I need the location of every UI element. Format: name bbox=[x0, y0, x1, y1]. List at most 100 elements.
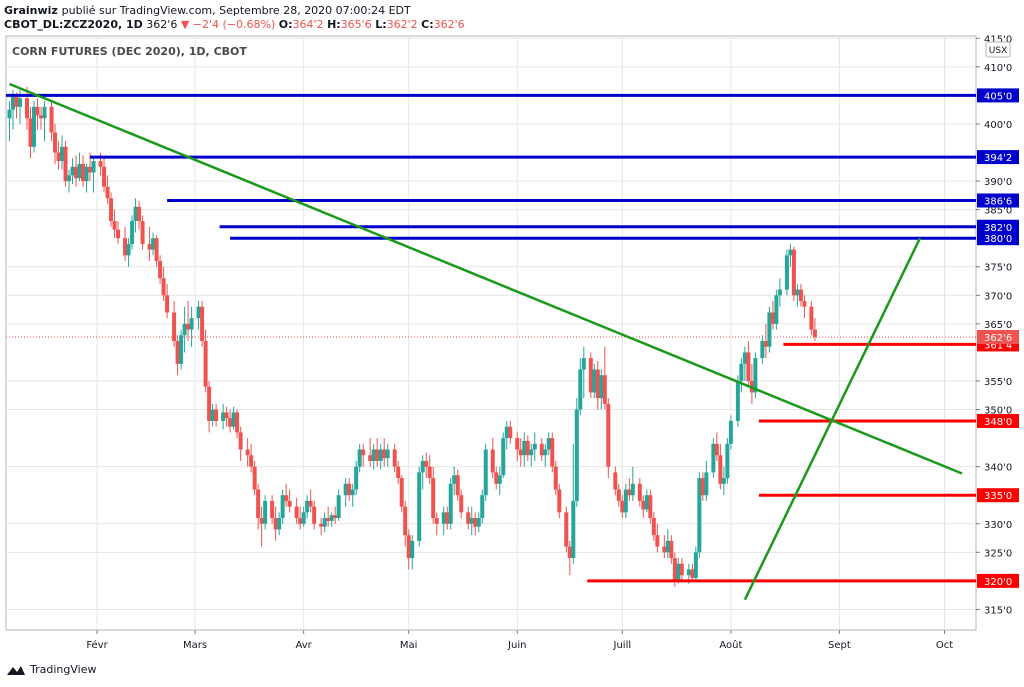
tradingview-brand: TradingView bbox=[30, 663, 97, 676]
candle-down bbox=[28, 118, 33, 147]
candle-down bbox=[165, 295, 170, 313]
candle-down bbox=[98, 161, 103, 167]
ohlc-legend: CBOT_DL:ZCZ2020, 1D 362'6 ▼ −2'4 (−0.68%… bbox=[4, 18, 465, 31]
candle-up bbox=[196, 306, 201, 319]
candle-down bbox=[791, 249, 796, 296]
candle-up bbox=[469, 518, 474, 524]
trend-line bbox=[9, 82, 963, 475]
candle-down bbox=[116, 229, 121, 239]
candle-down bbox=[161, 278, 166, 296]
resistance-label: 382'0 bbox=[984, 223, 1012, 234]
candle-down bbox=[112, 221, 117, 230]
resistance-label-bg bbox=[977, 193, 1019, 208]
candle-down bbox=[606, 403, 611, 467]
y-tick-label: 350'0 bbox=[984, 406, 1012, 417]
candle-down bbox=[613, 472, 618, 490]
candle-down bbox=[812, 329, 817, 337]
candle-down bbox=[459, 495, 464, 513]
candle-down bbox=[557, 489, 562, 513]
x-tick-label: Juin bbox=[507, 640, 526, 651]
candle-down bbox=[396, 466, 401, 479]
candle-up bbox=[774, 295, 779, 324]
publisher-line: Grainwiz publié sur TradingView.com, Sep… bbox=[4, 4, 411, 17]
support-label-bg bbox=[977, 573, 1019, 588]
candle-up bbox=[711, 443, 716, 473]
last-price-label: 362'6 bbox=[984, 333, 1012, 344]
candle-down bbox=[473, 518, 478, 527]
candle-down bbox=[490, 449, 495, 473]
candle-up bbox=[686, 569, 691, 576]
candle-down bbox=[154, 238, 159, 262]
candle-down bbox=[553, 466, 558, 490]
candle-up bbox=[592, 369, 597, 393]
candle-down bbox=[406, 535, 411, 559]
candle-up bbox=[182, 323, 187, 336]
candle-up bbox=[728, 420, 733, 444]
candle-down bbox=[802, 301, 807, 307]
candle-down bbox=[431, 478, 436, 519]
candle-down bbox=[403, 506, 408, 536]
resistance-label-bg bbox=[977, 219, 1019, 234]
chart-title: CORN FUTURES (DEC 2020), 1D, CBOT bbox=[12, 45, 247, 58]
candle-up bbox=[305, 500, 310, 513]
y-tick-label: 365'0 bbox=[984, 320, 1012, 331]
candle-down bbox=[798, 289, 803, 302]
candle-up bbox=[77, 163, 82, 179]
candle-down bbox=[602, 375, 607, 404]
open-label: O: bbox=[278, 18, 293, 31]
support-label: 348'0 bbox=[984, 417, 1012, 428]
candle-down bbox=[427, 466, 432, 479]
candle-up bbox=[581, 358, 586, 370]
candle-up bbox=[221, 412, 226, 421]
candle-up bbox=[329, 515, 334, 521]
candle-up bbox=[277, 518, 282, 530]
change-down-icon: ▼ bbox=[180, 18, 190, 31]
candle-down bbox=[588, 358, 593, 393]
candle-down bbox=[455, 475, 460, 496]
candle-up bbox=[263, 500, 268, 524]
resistance-label-bg bbox=[977, 150, 1019, 165]
candle-down bbox=[249, 455, 254, 467]
candle-down bbox=[137, 206, 142, 222]
candle-up bbox=[448, 483, 453, 524]
candle-down bbox=[252, 466, 257, 490]
candle-up bbox=[410, 540, 415, 559]
candle-down bbox=[14, 95, 19, 107]
candle-down bbox=[718, 455, 723, 484]
candle-down bbox=[256, 489, 261, 519]
candle-down bbox=[207, 386, 212, 421]
x-tick-label: Sept bbox=[828, 640, 851, 651]
tradingview-logo[interactable]: TradingView bbox=[6, 663, 96, 676]
candle-up bbox=[126, 243, 131, 256]
candle-up bbox=[697, 478, 702, 553]
resistance-label: 386'6 bbox=[984, 196, 1012, 207]
publisher-name[interactable]: Grainwiz bbox=[4, 4, 58, 17]
candle-down bbox=[690, 569, 695, 579]
resistance-label: 394'2 bbox=[984, 153, 1012, 164]
candle-down bbox=[550, 438, 555, 467]
candle-down bbox=[770, 312, 775, 324]
candle-down bbox=[620, 500, 625, 513]
open-value: 364'2 bbox=[292, 18, 324, 31]
candle-up bbox=[480, 495, 485, 519]
candle-down bbox=[235, 412, 240, 433]
candle-up bbox=[795, 289, 800, 296]
candle-up bbox=[476, 518, 481, 527]
y-tick-label: 415'0 bbox=[984, 34, 1012, 45]
candle-up bbox=[777, 289, 782, 296]
candle-down bbox=[200, 306, 205, 341]
candle-down bbox=[270, 500, 275, 519]
support-label: 320'0 bbox=[984, 577, 1012, 588]
candle-up bbox=[210, 409, 215, 421]
candle-down bbox=[445, 512, 450, 524]
candle-down bbox=[627, 489, 632, 496]
candle-up bbox=[504, 426, 509, 439]
candle-up bbox=[7, 109, 12, 119]
candle-up bbox=[623, 489, 628, 513]
candle-down bbox=[74, 166, 79, 179]
candle-up bbox=[452, 475, 457, 484]
candle-down bbox=[172, 312, 177, 341]
candle-down bbox=[88, 166, 93, 173]
symbol-label[interactable]: CBOT_DL:ZCZ2020, 1D bbox=[4, 18, 143, 31]
